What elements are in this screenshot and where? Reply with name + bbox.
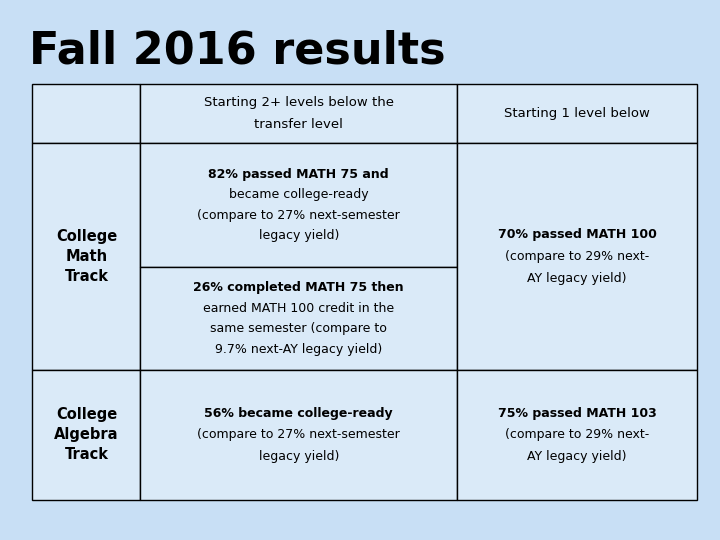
- Text: 75% passed MATH 103: 75% passed MATH 103: [498, 407, 657, 420]
- Bar: [457, 84, 697, 143]
- Text: AY legacy yield): AY legacy yield): [527, 450, 627, 463]
- Text: legacy yield): legacy yield): [258, 230, 339, 242]
- Text: legacy yield): legacy yield): [258, 450, 339, 463]
- Bar: [32, 143, 140, 370]
- Text: same semester (compare to: same semester (compare to: [210, 322, 387, 335]
- Text: 70% passed MATH 100: 70% passed MATH 100: [498, 228, 657, 241]
- Bar: [32, 370, 140, 500]
- Text: College
Math
Track: College Math Track: [55, 229, 117, 284]
- Text: 82% passed MATH 75 and: 82% passed MATH 75 and: [209, 168, 389, 181]
- Bar: [140, 370, 457, 500]
- Text: earned MATH 100 credit in the: earned MATH 100 credit in the: [203, 302, 395, 315]
- Bar: [140, 84, 457, 143]
- Bar: [457, 370, 697, 500]
- Text: (compare to 29% next-: (compare to 29% next-: [505, 428, 649, 441]
- Text: (compare to 27% next-semester: (compare to 27% next-semester: [197, 209, 400, 222]
- Bar: [32, 84, 140, 143]
- Text: College
Algebra
Track: College Algebra Track: [54, 407, 119, 462]
- Text: Fall 2016 results: Fall 2016 results: [29, 30, 446, 73]
- Text: (compare to 29% next-: (compare to 29% next-: [505, 250, 649, 263]
- Bar: [457, 143, 697, 370]
- Text: (compare to 27% next-semester: (compare to 27% next-semester: [197, 428, 400, 441]
- Bar: [140, 267, 457, 370]
- Text: Starting 1 level below: Starting 1 level below: [504, 107, 650, 120]
- Text: 26% completed MATH 75 then: 26% completed MATH 75 then: [194, 281, 404, 294]
- Text: AY legacy yield): AY legacy yield): [527, 272, 627, 285]
- Bar: [140, 143, 457, 267]
- Text: 56% became college-ready: 56% became college-ready: [204, 407, 393, 420]
- Text: 9.7% next-AY legacy yield): 9.7% next-AY legacy yield): [215, 343, 382, 356]
- Text: transfer level: transfer level: [254, 118, 343, 131]
- Text: became college-ready: became college-ready: [229, 188, 369, 201]
- Text: Starting 2+ levels below the: Starting 2+ levels below the: [204, 96, 394, 109]
